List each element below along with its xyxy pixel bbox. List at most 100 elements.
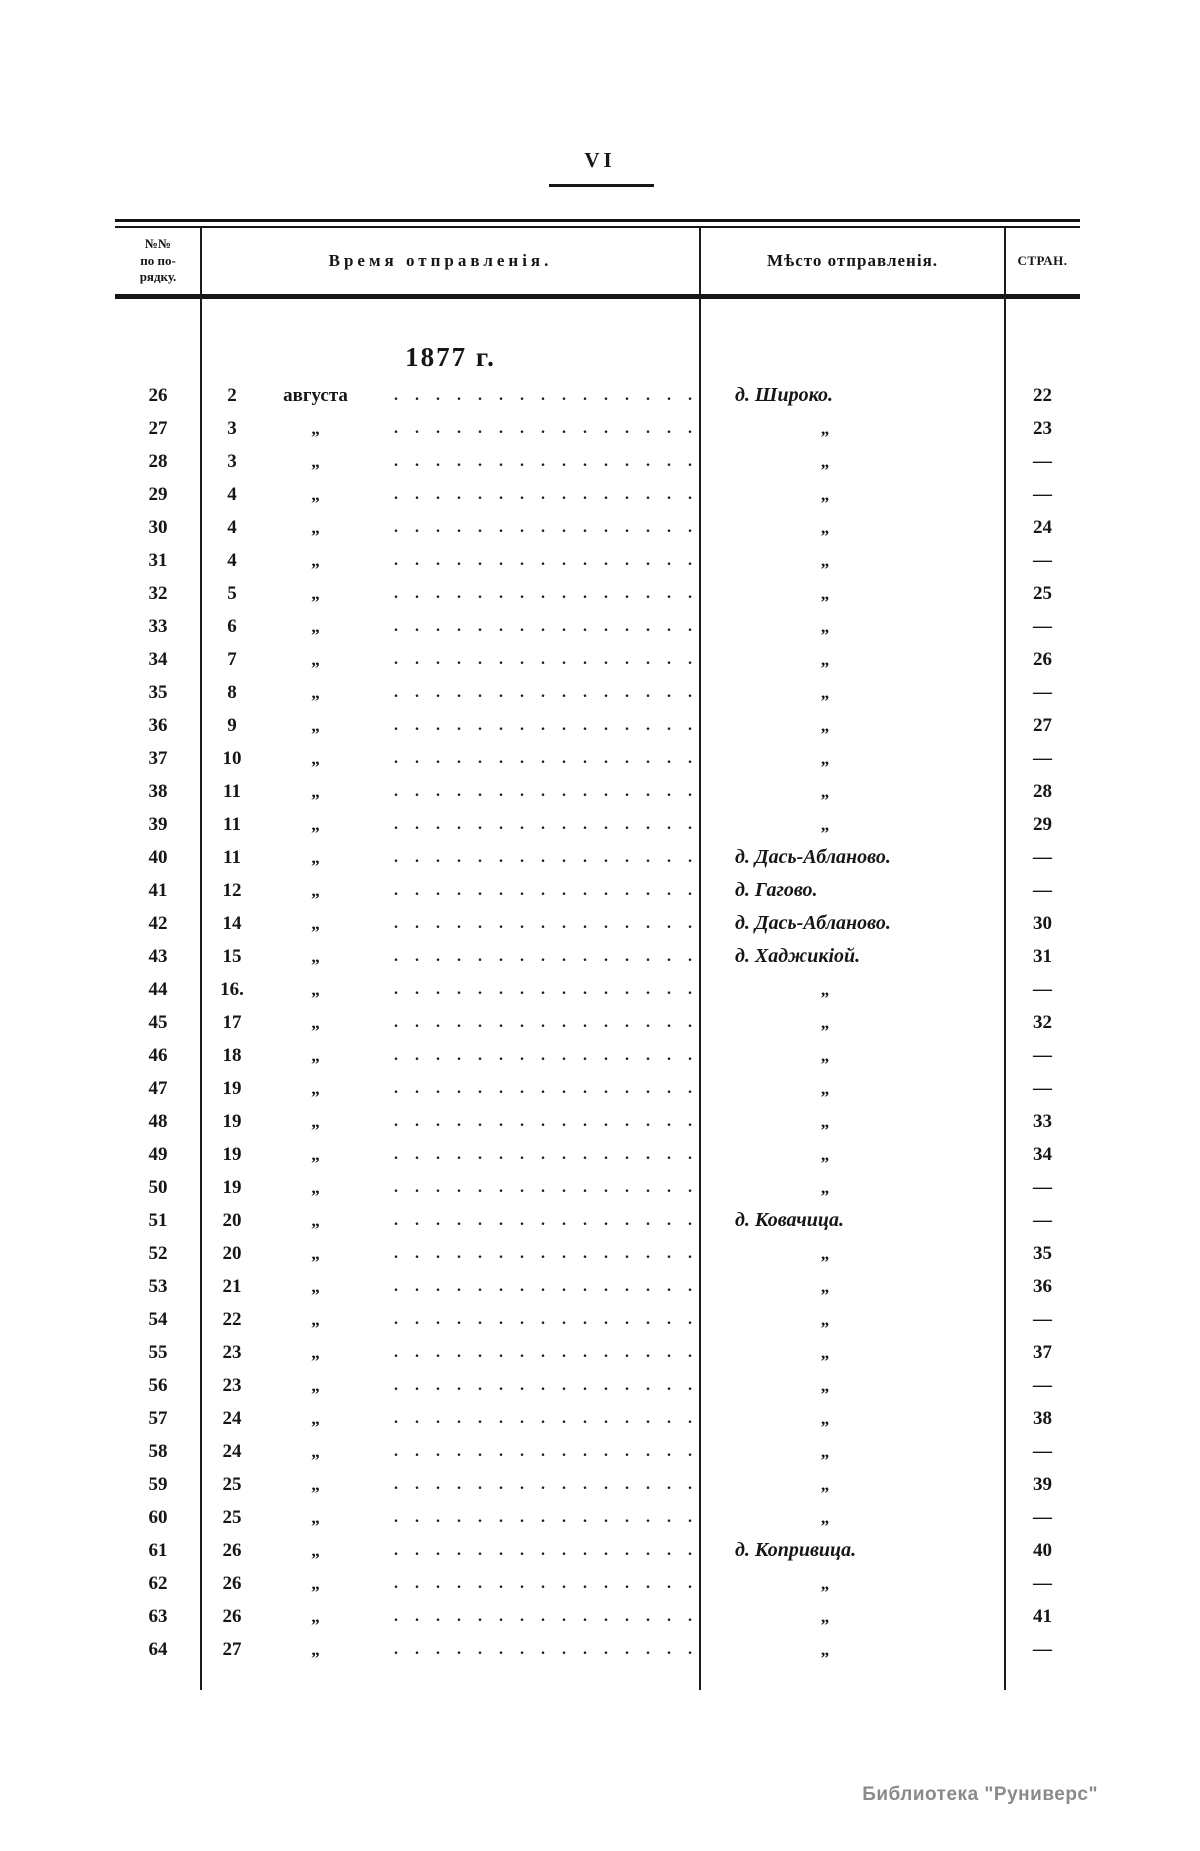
leader-dots: ...............	[394, 1442, 700, 1460]
departure-day: 25	[222, 1473, 242, 1495]
departure-place: „	[820, 1144, 830, 1164]
leader-dots: ...............	[394, 1178, 700, 1196]
column-divider-2	[699, 228, 701, 1690]
table-row: 41 12 „ ............... д. Гагово. —	[115, 874, 1080, 907]
row-number: 51	[148, 1209, 168, 1231]
leader-dots: ...............	[394, 1574, 700, 1592]
departure-place: „	[820, 781, 830, 801]
page-number: VI	[584, 148, 616, 172]
departure-day: 19	[222, 1176, 242, 1198]
departure-month: „	[311, 517, 320, 537]
departure-time-cell: 20 „ ...............	[201, 1243, 700, 1265]
departure-time-cell: 8 „ ...............	[201, 682, 700, 704]
leader-dots: ...............	[394, 1277, 700, 1295]
departure-place: „	[820, 979, 830, 999]
page-ref: —	[1033, 879, 1052, 901]
page-ref: 31	[1033, 945, 1052, 967]
row-number: 55	[148, 1341, 168, 1363]
departure-time-cell: 26 „ ...............	[201, 1540, 700, 1562]
departure-place-cell: д. Гагово.	[700, 879, 1005, 902]
page-ref: —	[1033, 978, 1052, 1000]
row-number: 47	[148, 1077, 168, 1099]
departure-place-cell: „	[700, 1475, 1005, 1495]
row-number: 35	[148, 681, 168, 703]
page-ref: —	[1033, 1209, 1052, 1231]
page-ref: 34	[1033, 1143, 1052, 1165]
departure-place-cell: „	[700, 1178, 1005, 1198]
departure-time-cell: 19 „ ...............	[201, 1078, 700, 1100]
departure-day: 26	[222, 1605, 242, 1627]
departure-day: 9	[227, 714, 237, 736]
departure-place-cell: „	[700, 1112, 1005, 1132]
departure-month: „	[311, 1144, 320, 1164]
page-ref: 39	[1033, 1473, 1052, 1495]
page-ref: 22	[1033, 384, 1052, 406]
table-row: 35 8 „ ............... „ —	[115, 676, 1080, 709]
departure-place: „	[820, 715, 830, 735]
departure-day: 26	[222, 1539, 242, 1561]
row-number: 40	[148, 846, 168, 868]
departure-day: 27	[222, 1638, 242, 1660]
departure-place: „	[820, 649, 830, 669]
departure-place-cell: „	[700, 1640, 1005, 1660]
departure-month: „	[311, 1342, 320, 1362]
page-ref: —	[1033, 1374, 1052, 1396]
departure-place: „	[820, 451, 830, 471]
departure-month: „	[311, 1540, 320, 1560]
departure-time-cell: 24 „ ...............	[201, 1441, 700, 1463]
departure-place-cell: „	[700, 1442, 1005, 1462]
column-header-index: №№ по по- рядку.	[115, 236, 201, 287]
departure-day: 22	[222, 1308, 242, 1330]
departure-place-cell: „	[700, 419, 1005, 439]
departure-month: августа	[283, 384, 348, 406]
departure-place-cell: „	[700, 518, 1005, 538]
departure-place: „	[820, 1276, 830, 1296]
table-row: 59 25 „ ............... „ 39	[115, 1468, 1080, 1501]
table-row: 57 24 „ ............... „ 38	[115, 1402, 1080, 1435]
departure-place-cell: „	[700, 716, 1005, 736]
leader-dots: ...............	[394, 1508, 700, 1526]
row-number: 52	[148, 1242, 168, 1264]
header-bottom-rule	[115, 294, 1080, 299]
departure-month: „	[311, 1573, 320, 1593]
departure-day: 5	[227, 582, 237, 604]
departure-month: „	[311, 1606, 320, 1626]
departure-place: „	[820, 1573, 830, 1593]
departure-day: 16.	[220, 978, 244, 1000]
departure-place: „	[820, 484, 830, 504]
page-ref: —	[1033, 1440, 1052, 1462]
section-heading-band: 1877 г.	[115, 299, 1080, 379]
departure-day: 25	[222, 1506, 242, 1528]
departure-month: „	[311, 1309, 320, 1329]
departure-time-cell: 7 „ ...............	[201, 649, 700, 671]
row-number: 31	[148, 549, 168, 571]
page-ref: 30	[1033, 912, 1052, 934]
column-header-departure-time: Время отправленія.	[328, 251, 553, 270]
column-header-departure-place: Мѣсто отправленія.	[766, 251, 939, 270]
table-row: 28 3 „ ............... „ —	[115, 445, 1080, 478]
row-number: 45	[148, 1011, 168, 1033]
leader-dots: ...............	[394, 1310, 700, 1328]
departure-time-cell: 4 „ ...............	[201, 517, 700, 539]
leader-dots: ...............	[394, 1640, 700, 1658]
table-row: 40 11 „ ............... д. Дась-Абланово…	[115, 841, 1080, 874]
leader-dots: ...............	[394, 1013, 700, 1031]
departure-month: „	[311, 1441, 320, 1461]
departure-place: д. Копривица.	[735, 1539, 857, 1561]
leader-dots: ...............	[394, 980, 700, 998]
departure-month: „	[311, 814, 320, 834]
page-ref: —	[1033, 549, 1052, 571]
table-row: 51 20 „ ............... д. Ковачица. —	[115, 1204, 1080, 1237]
departure-time-cell: 4 „ ...............	[201, 550, 700, 572]
row-number: 63	[148, 1605, 168, 1627]
table-row: 47 19 „ ............... „ —	[115, 1072, 1080, 1105]
row-number: 37	[148, 747, 168, 769]
table-row: 64 27 „ ............... „ —	[115, 1633, 1080, 1666]
table-tail-space	[115, 1666, 1080, 1690]
departure-place-cell: „	[700, 1508, 1005, 1528]
leader-dots: ...............	[394, 1244, 700, 1262]
departure-month: „	[311, 1111, 320, 1131]
departure-place: д. Широко.	[735, 384, 833, 406]
departure-place: „	[820, 1078, 830, 1098]
row-number: 54	[148, 1308, 168, 1330]
